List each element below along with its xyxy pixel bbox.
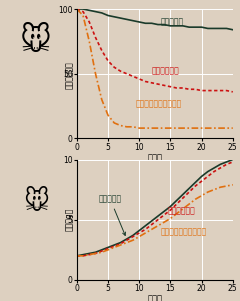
Text: 木製ケージ: 木製ケージ — [99, 195, 126, 235]
Text: 🐭: 🐭 — [23, 189, 49, 214]
X-axis label: 日　数: 日 数 — [147, 294, 162, 301]
Text: 木製ケージ: 木製ケージ — [161, 17, 184, 26]
Text: 金属製ケージ: 金属製ケージ — [152, 67, 180, 76]
Text: 🐭: 🐭 — [20, 26, 52, 56]
X-axis label: 日　数: 日 数 — [147, 153, 162, 162]
Text: 生存率（％）: 生存率（％） — [65, 61, 74, 89]
Text: 金属製ケージ: 金属製ケージ — [167, 207, 195, 216]
Text: コンクリート製ケージ: コンクリート製ケージ — [161, 227, 207, 236]
Text: 体重（g）: 体重（g） — [65, 208, 74, 231]
Text: コンクリート製ケージ: コンクリート製ケージ — [136, 99, 182, 108]
